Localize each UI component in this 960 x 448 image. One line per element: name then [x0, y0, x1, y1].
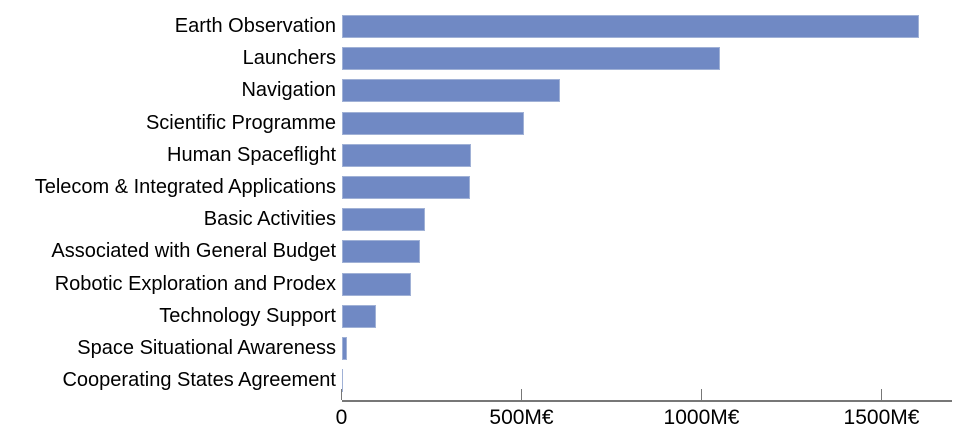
- category-label: Space Situational Awareness: [77, 337, 336, 359]
- category-label: Robotic Exploration and Prodex: [54, 272, 336, 295]
- category-label: Telecom & Integrated Applications: [34, 176, 336, 198]
- bar: [341, 176, 471, 199]
- category-label: Cooperating States Agreement: [62, 369, 336, 392]
- x-axis-tick-label: 500M€: [489, 406, 554, 429]
- x-axis-tick: [340, 389, 343, 400]
- category-label: Human Spaceflight: [167, 143, 336, 166]
- bar: [341, 143, 472, 167]
- category-label: Associated with General Budget: [51, 240, 336, 263]
- x-axis-tick-label: 0: [335, 406, 348, 429]
- bar: [341, 369, 343, 393]
- bar: [341, 15, 919, 38]
- bar: [341, 337, 347, 360]
- x-axis-tick-label: 1500M€: [843, 406, 920, 429]
- bar: [341, 79, 561, 103]
- category-label: Navigation: [241, 79, 336, 102]
- category-label: Launchers: [242, 47, 336, 70]
- bar: [341, 272, 411, 296]
- category-label: Technology Support: [159, 304, 336, 327]
- x-axis-tick: [880, 389, 883, 400]
- category-label: Basic Activities: [203, 208, 336, 231]
- category-label: Scientific Programme: [145, 111, 336, 134]
- bar: [341, 240, 420, 264]
- category-label: Earth Observation: [174, 15, 336, 37]
- x-axis-tick-label: 1000M€: [663, 406, 740, 429]
- x-axis-line: [341, 400, 952, 402]
- bar: [341, 47, 720, 71]
- bar: [341, 304, 377, 328]
- x-axis-tick: [520, 389, 523, 400]
- bar: [341, 208, 425, 232]
- bar: [341, 111, 524, 135]
- x-axis-tick: [700, 389, 703, 400]
